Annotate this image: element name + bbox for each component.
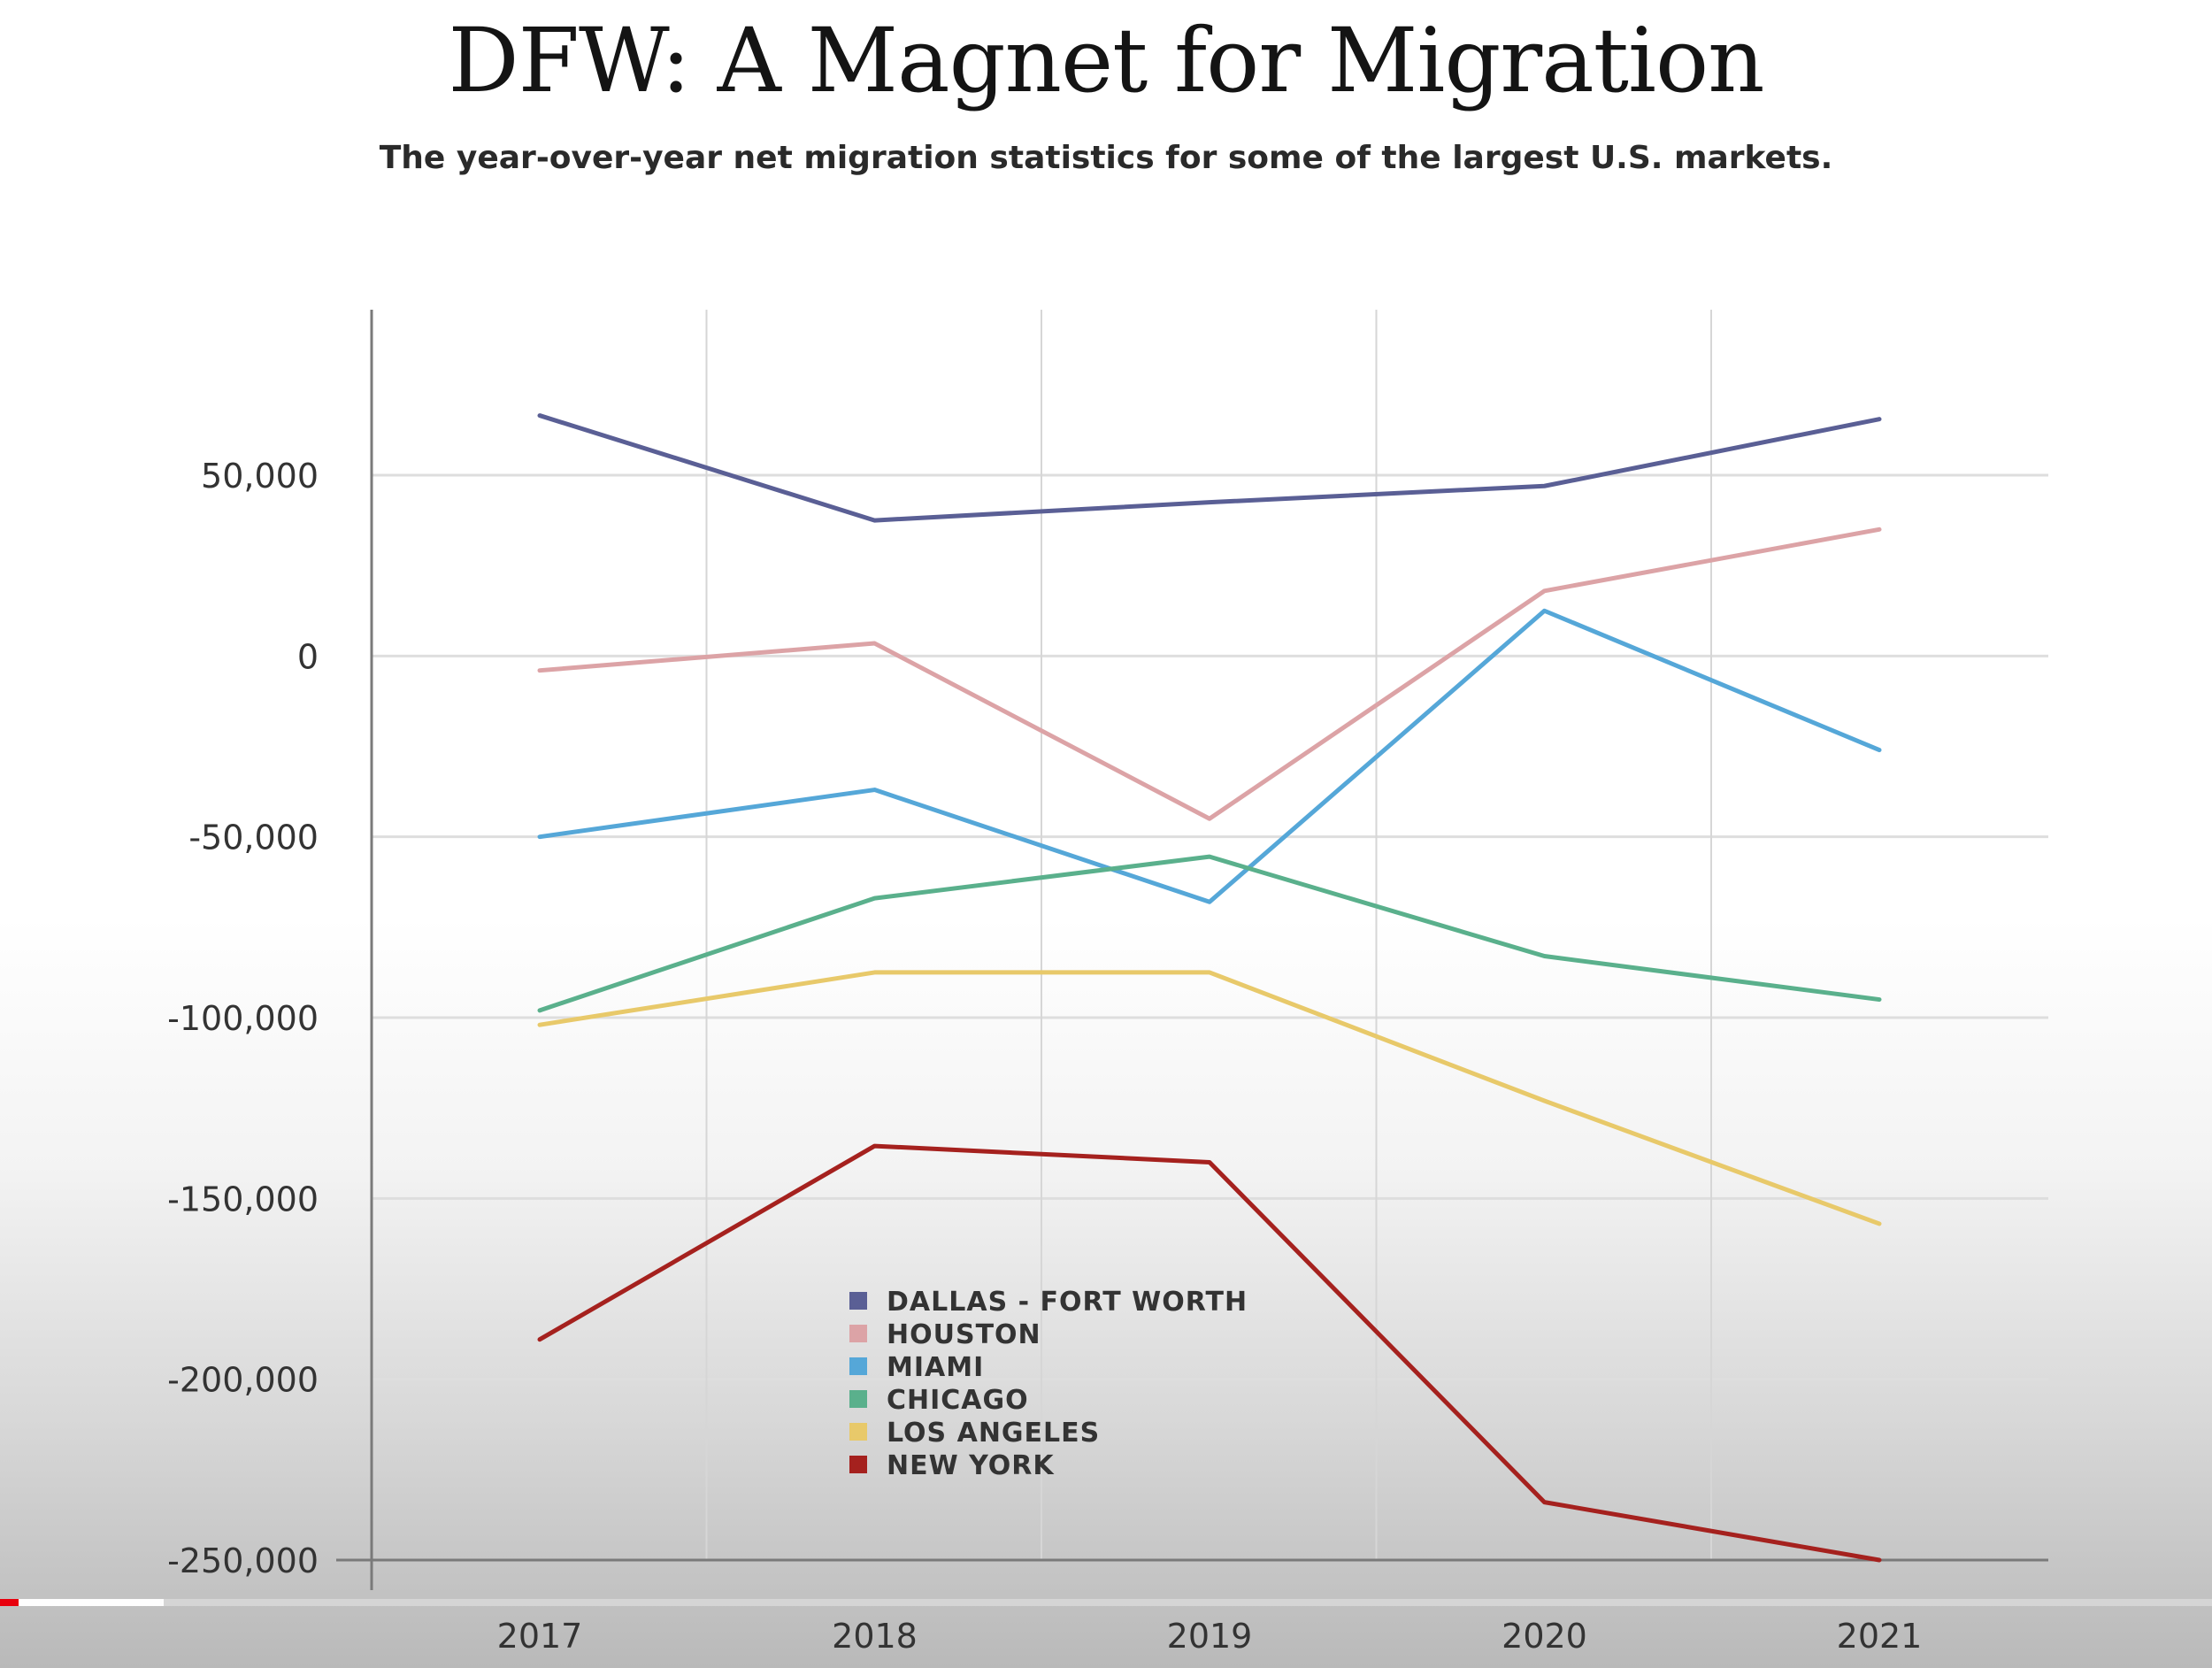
legend-label: HOUSTON xyxy=(887,1319,1041,1350)
grid-lines xyxy=(372,310,2048,1560)
legend-swatch xyxy=(849,1357,867,1375)
series-line xyxy=(537,1143,1882,1563)
x-tick-label: 2018 xyxy=(832,1617,918,1656)
legend-label: DALLAS - FORT WORTH xyxy=(887,1287,1248,1318)
y-tick-label: -200,000 xyxy=(167,1361,319,1400)
series-line xyxy=(537,527,1882,821)
series-lines xyxy=(537,413,1882,1563)
legend-swatch xyxy=(849,1325,867,1342)
chart-subtitle: The year-over-year net migration statist… xyxy=(379,140,1833,176)
legend-label: CHICAGO xyxy=(887,1385,1029,1416)
video-progress-bar[interactable] xyxy=(0,1599,2212,1606)
legend-label: LOS ANGELES xyxy=(887,1418,1100,1449)
y-tick-labels: 50,000 0 -50,000 -100,000 -150,000 -200,000 -2… xyxy=(167,457,319,1580)
legend-swatch xyxy=(849,1456,867,1473)
x-tick-labels: 2017 2018 2019 2020 2021 xyxy=(497,1617,1923,1656)
y-tick-label: 0 xyxy=(297,637,319,676)
axes xyxy=(336,310,2048,1590)
x-tick-label: 2021 xyxy=(1837,1617,1923,1656)
y-tick-label: -100,000 xyxy=(167,999,319,1038)
y-tick-label: -50,000 xyxy=(188,819,319,857)
legend-swatch xyxy=(849,1292,867,1310)
y-tick-label: -250,000 xyxy=(167,1541,319,1580)
y-tick-label: -150,000 xyxy=(167,1180,319,1218)
legend: DALLAS - FORT WORTHHOUSTONMIAMICHICAGOLO… xyxy=(849,1287,1248,1481)
legend-swatch xyxy=(849,1390,867,1408)
video-buffered-bar xyxy=(0,1599,164,1606)
series-line xyxy=(537,413,1882,523)
video-played-bar xyxy=(0,1599,19,1606)
x-tick-label: 2019 xyxy=(1167,1617,1253,1656)
y-tick-label: 50,000 xyxy=(201,457,319,496)
series-line xyxy=(537,854,1882,1013)
legend-label: NEW YORK xyxy=(887,1450,1055,1481)
legend-swatch xyxy=(849,1423,867,1441)
x-tick-label: 2017 xyxy=(497,1617,583,1656)
x-tick-label: 2020 xyxy=(1502,1617,1587,1656)
legend-label: MIAMI xyxy=(887,1352,984,1383)
series-line xyxy=(537,608,1882,904)
series-line xyxy=(537,970,1882,1226)
chart-title: DFW: A Magnet for Migration xyxy=(448,9,1764,112)
